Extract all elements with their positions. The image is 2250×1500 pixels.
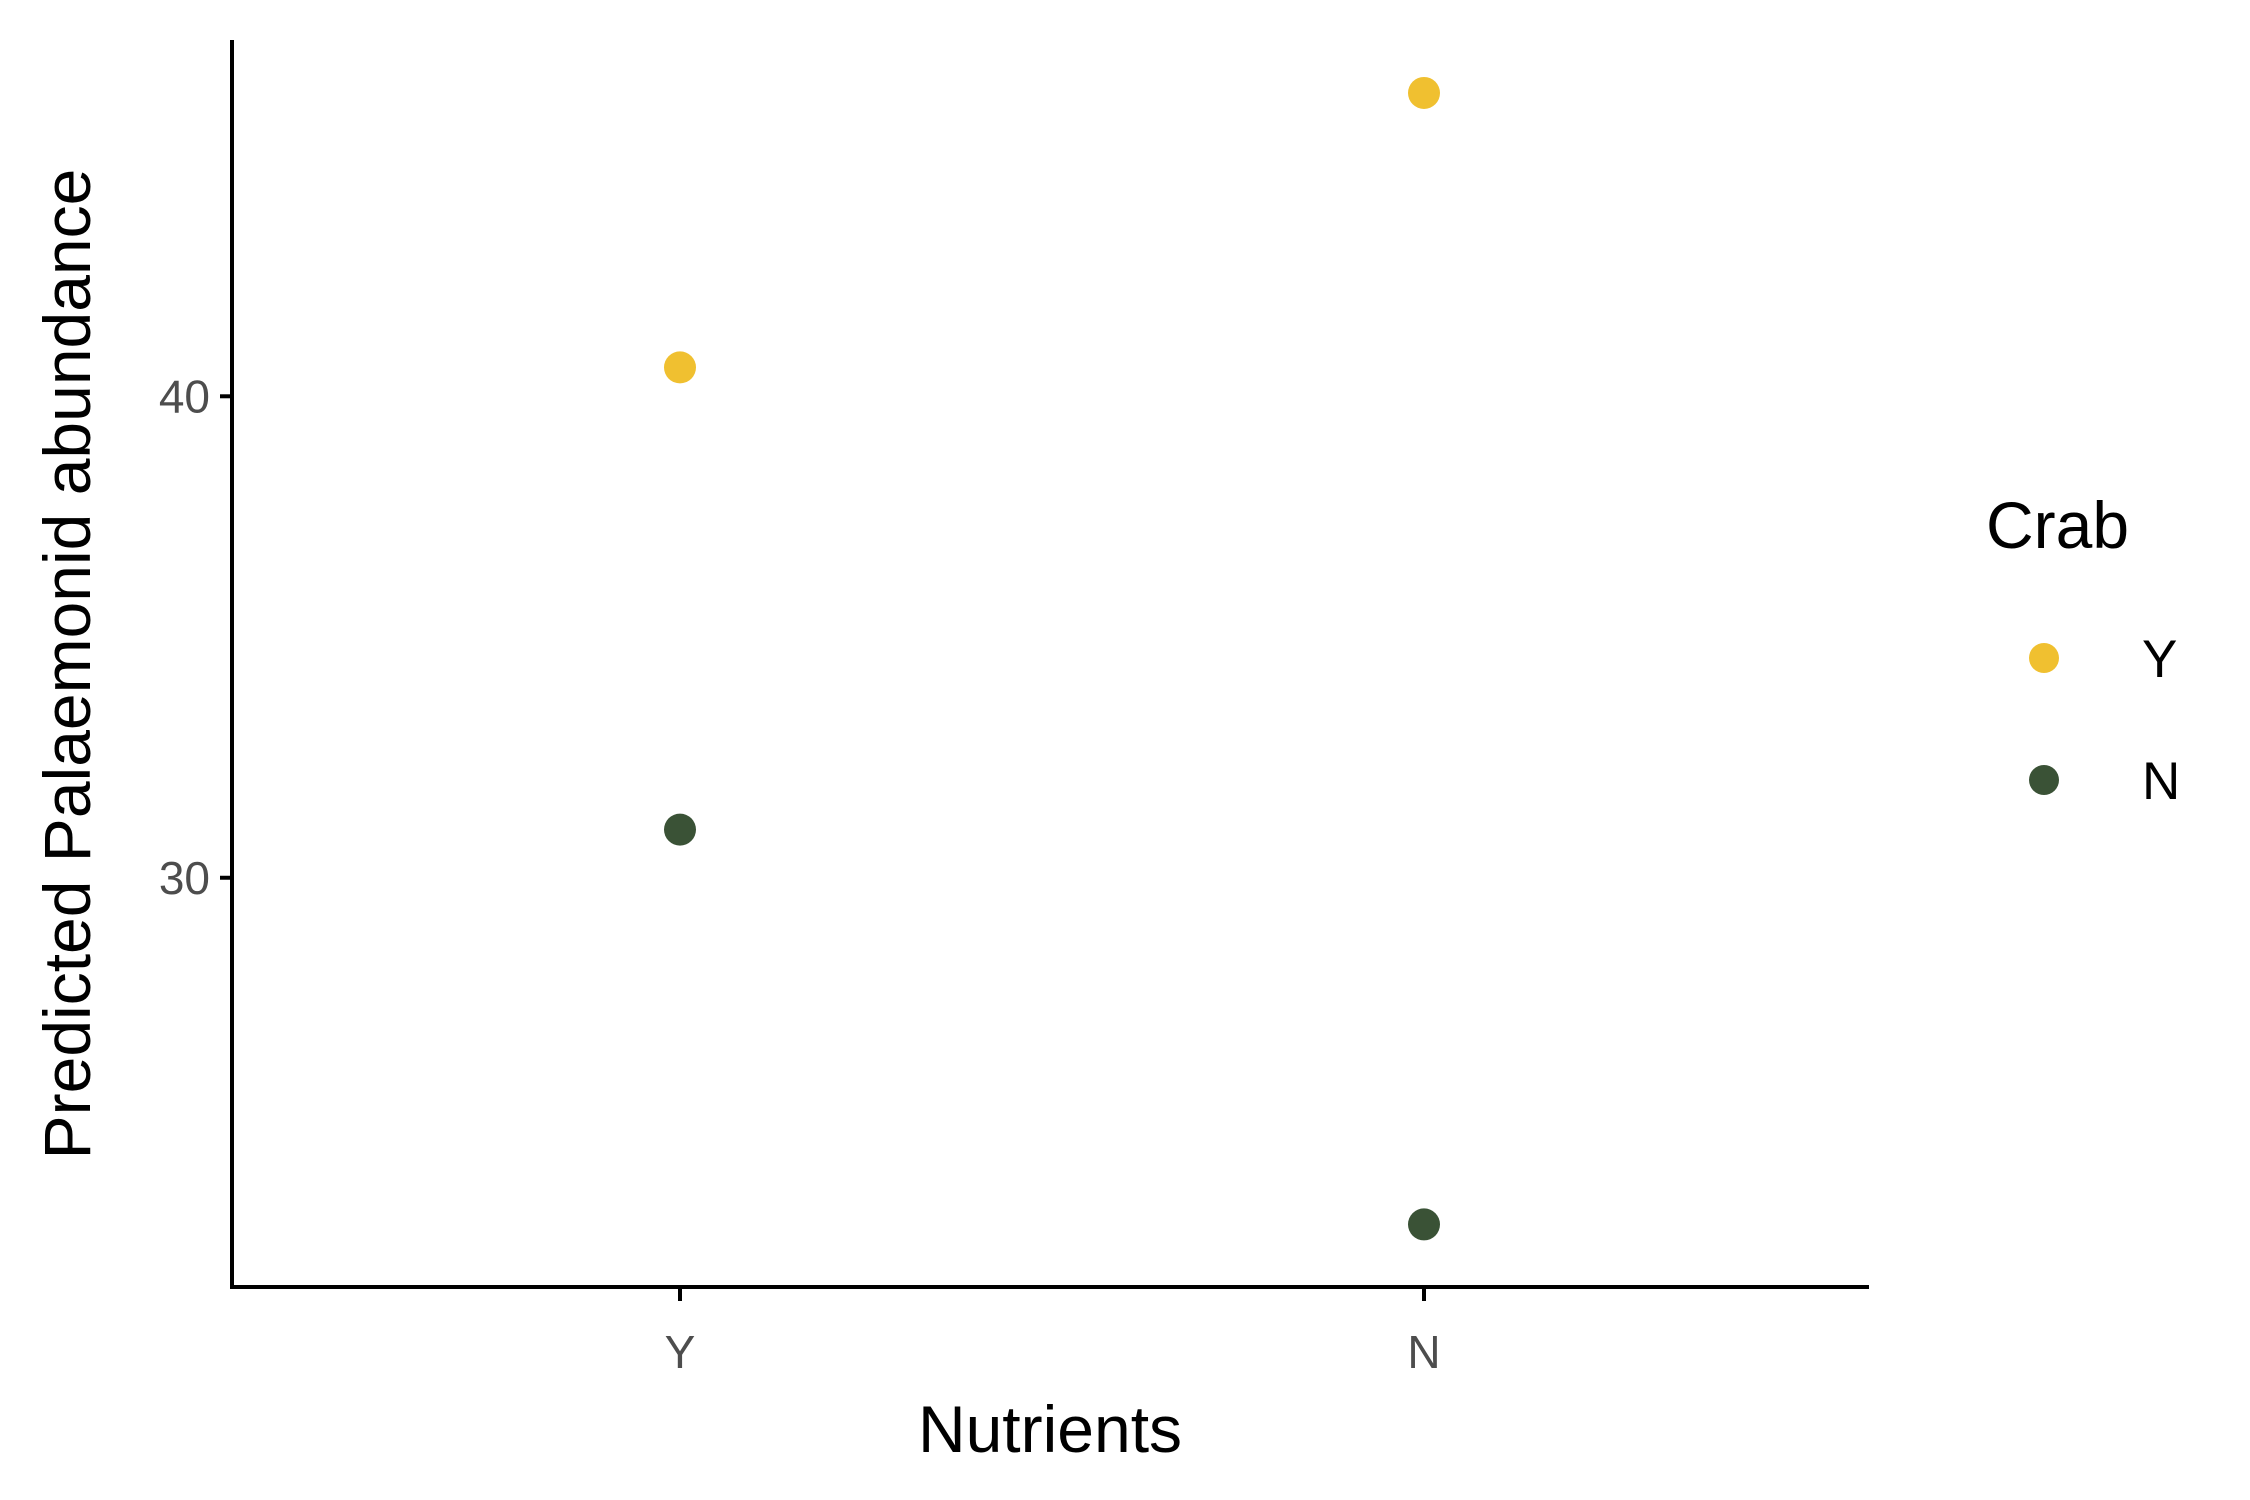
data-point-crab-y-nutrients-y <box>664 351 696 384</box>
y-tick-label: 30 <box>159 852 210 904</box>
legend: Crab YN <box>1986 488 2180 811</box>
axes <box>230 40 1869 1289</box>
legend-label-y: Y <box>2142 630 2177 689</box>
x-tick-label: N <box>1407 1326 1440 1378</box>
y-tick-label: 40 <box>159 370 210 422</box>
legend-key-y <box>2029 643 2059 673</box>
data-point-crab-n-nutrients-n <box>1408 1208 1440 1241</box>
legend-entries: YN <box>2029 630 2180 811</box>
legend-key-n <box>2029 765 2059 795</box>
legend-title: Crab <box>1986 488 2129 562</box>
x-axis-title: Nutrients <box>918 1392 1182 1466</box>
data-point-crab-n-nutrients-y <box>664 813 696 846</box>
y-axis-title: Predicted Palaemonid abundance <box>30 169 104 1160</box>
data-points <box>664 76 1440 1241</box>
data-point-crab-y-nutrients-n <box>1408 76 1440 109</box>
legend-label-n: N <box>2142 752 2180 811</box>
x-tick-label: Y <box>665 1326 696 1378</box>
y-ticks: 30 40 <box>159 370 232 904</box>
